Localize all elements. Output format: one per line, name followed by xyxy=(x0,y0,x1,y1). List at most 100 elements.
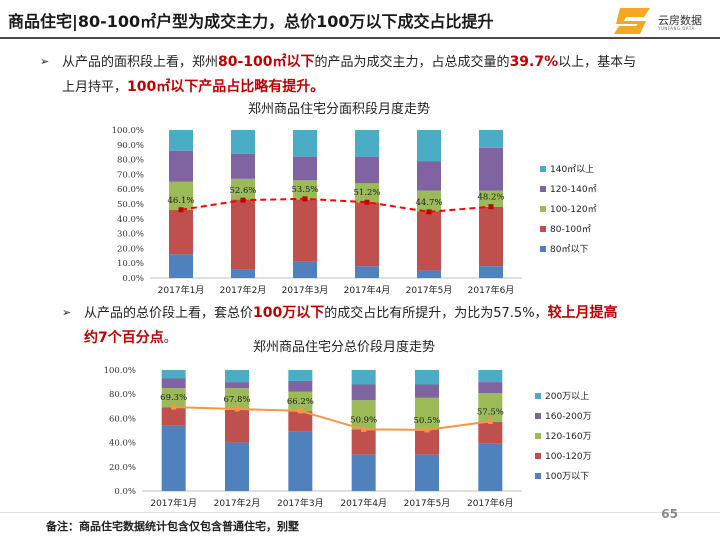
footnote: 备注：商品住宅数据统计包含仅包含普通住宅，别墅 xyxy=(46,520,299,533)
bar-segment xyxy=(288,380,313,392)
trend-point xyxy=(234,406,240,412)
bar-segment xyxy=(225,442,249,491)
bar-segment xyxy=(417,190,441,212)
legend-label: 120-160万 xyxy=(545,432,592,442)
bar-segment xyxy=(351,400,376,430)
bar-segment xyxy=(355,130,379,157)
bar-segment xyxy=(169,181,193,210)
chart2-title: 郑州商品住宅分总价段月度走势 xyxy=(253,340,436,355)
bar-segment xyxy=(479,190,503,207)
bar-segment xyxy=(293,130,317,157)
bar-segment xyxy=(478,382,503,393)
bar-segment xyxy=(415,397,439,430)
data-label: 50.9% xyxy=(350,415,377,425)
text-segment: 上月持平， xyxy=(62,80,128,95)
trend-line xyxy=(173,406,491,431)
text-segment: 的成交占比有所提升，为比为57.5%， xyxy=(324,306,548,321)
data-label: 48.2% xyxy=(477,193,504,203)
bar-segment xyxy=(225,388,249,410)
bar-segment xyxy=(355,266,379,278)
highlight-text: 100㎡以下产品占比略有提升。 xyxy=(127,79,325,95)
bar-segment xyxy=(169,130,193,151)
bar-segment xyxy=(169,150,193,182)
page-number: 65 xyxy=(661,507,678,521)
legend-swatch xyxy=(535,473,541,479)
bar-segment xyxy=(479,206,503,267)
bar-segment xyxy=(415,384,439,398)
trend-point xyxy=(302,196,308,202)
y-tick-label: 40.0% xyxy=(109,439,136,449)
legend-swatch xyxy=(540,206,546,212)
x-tick-label: 2017年5月 xyxy=(406,284,453,296)
y-tick-label: 80.0% xyxy=(117,156,144,166)
x-tick-label: 2017年3月 xyxy=(277,497,324,509)
trend-point xyxy=(171,404,177,410)
bar-segment xyxy=(288,431,313,491)
legend-label: 80㎡以下 xyxy=(550,244,588,255)
bar-segment xyxy=(293,261,317,278)
bar-segment xyxy=(293,199,317,262)
x-tick-label: 2017年6月 xyxy=(468,284,515,296)
bar-segment xyxy=(355,156,379,184)
trend-point xyxy=(240,197,246,203)
company-logo: 云房数据 YUNFANG DATA xyxy=(614,4,706,38)
y-tick-label: 20.0% xyxy=(117,244,144,254)
bar-segment xyxy=(231,130,255,154)
trend-point xyxy=(297,408,303,414)
highlight-text: 约7个百分点 xyxy=(84,330,164,346)
data-label: 50.5% xyxy=(413,416,440,426)
bar-segment xyxy=(478,443,503,491)
bar-segment xyxy=(225,370,249,383)
bar-segment xyxy=(479,130,503,148)
x-tick-label: 2017年3月 xyxy=(282,284,329,296)
data-label: 53.5% xyxy=(291,185,318,195)
y-tick-label: 100.0% xyxy=(104,366,136,376)
bar-segment xyxy=(293,180,317,200)
bar-segment xyxy=(417,130,441,162)
bar-segment xyxy=(479,147,503,191)
y-tick-label: 30.0% xyxy=(117,230,144,240)
trend-point xyxy=(488,204,494,210)
bar-segment xyxy=(351,384,376,401)
y-tick-label: 40.0% xyxy=(117,215,144,225)
y-tick-label: 100.0% xyxy=(112,126,144,136)
y-tick-label: 0.0% xyxy=(122,274,144,284)
data-label: 51.2% xyxy=(353,188,380,198)
highlight-text: 100万以下 xyxy=(253,305,325,321)
text-segment: 从产品的总价段上看，套总价 xyxy=(84,306,254,321)
bar-segment xyxy=(351,454,376,491)
bar-segment xyxy=(288,411,313,432)
title-divider xyxy=(0,37,720,39)
legend-swatch xyxy=(535,453,541,459)
text-segment: 。 xyxy=(163,331,177,346)
legend-label: 200万以上 xyxy=(545,391,589,402)
price-summary-paragraph: ➢ 从产品的总价段上看，套总价100万以下的成交占比有所提升，为比为57.5%，… xyxy=(62,301,684,351)
logo-subtext: YUNFANG DATA xyxy=(658,26,695,31)
bar-segment xyxy=(231,269,255,278)
bar-segment xyxy=(288,391,313,412)
highlight-text: 较上月提高 xyxy=(547,305,618,321)
footer-divider xyxy=(0,512,720,513)
bar-segment xyxy=(478,370,503,383)
bar-segment xyxy=(478,392,503,423)
x-tick-label: 2017年1月 xyxy=(150,497,197,509)
logo-mark-icon xyxy=(614,8,650,34)
bar-segment xyxy=(417,211,441,271)
bar-segment xyxy=(415,370,439,385)
area-summary-paragraph: ➢ 从产品的面积段上看，郑州80-100㎡以下的产品为成交主力，占总成交量的39… xyxy=(40,50,702,100)
trend-point xyxy=(178,207,184,213)
y-tick-label: 90.0% xyxy=(117,141,144,151)
bar-segment xyxy=(479,266,503,278)
bar-segment xyxy=(415,429,439,455)
y-tick-label: 20.0% xyxy=(109,463,136,473)
legend-label: 160-200万 xyxy=(545,412,592,422)
logo-text: 云房数据 xyxy=(658,14,702,27)
y-tick-label: 80.0% xyxy=(109,390,136,400)
text-segment: 的产品为成交主力，占总成交量的 xyxy=(314,55,510,70)
legend-label: 100-120㎡ xyxy=(550,204,597,215)
data-label: 66.2% xyxy=(287,397,314,407)
bar-segment xyxy=(169,254,193,278)
bar-segment xyxy=(161,407,186,426)
data-label: 67.8% xyxy=(223,395,250,405)
